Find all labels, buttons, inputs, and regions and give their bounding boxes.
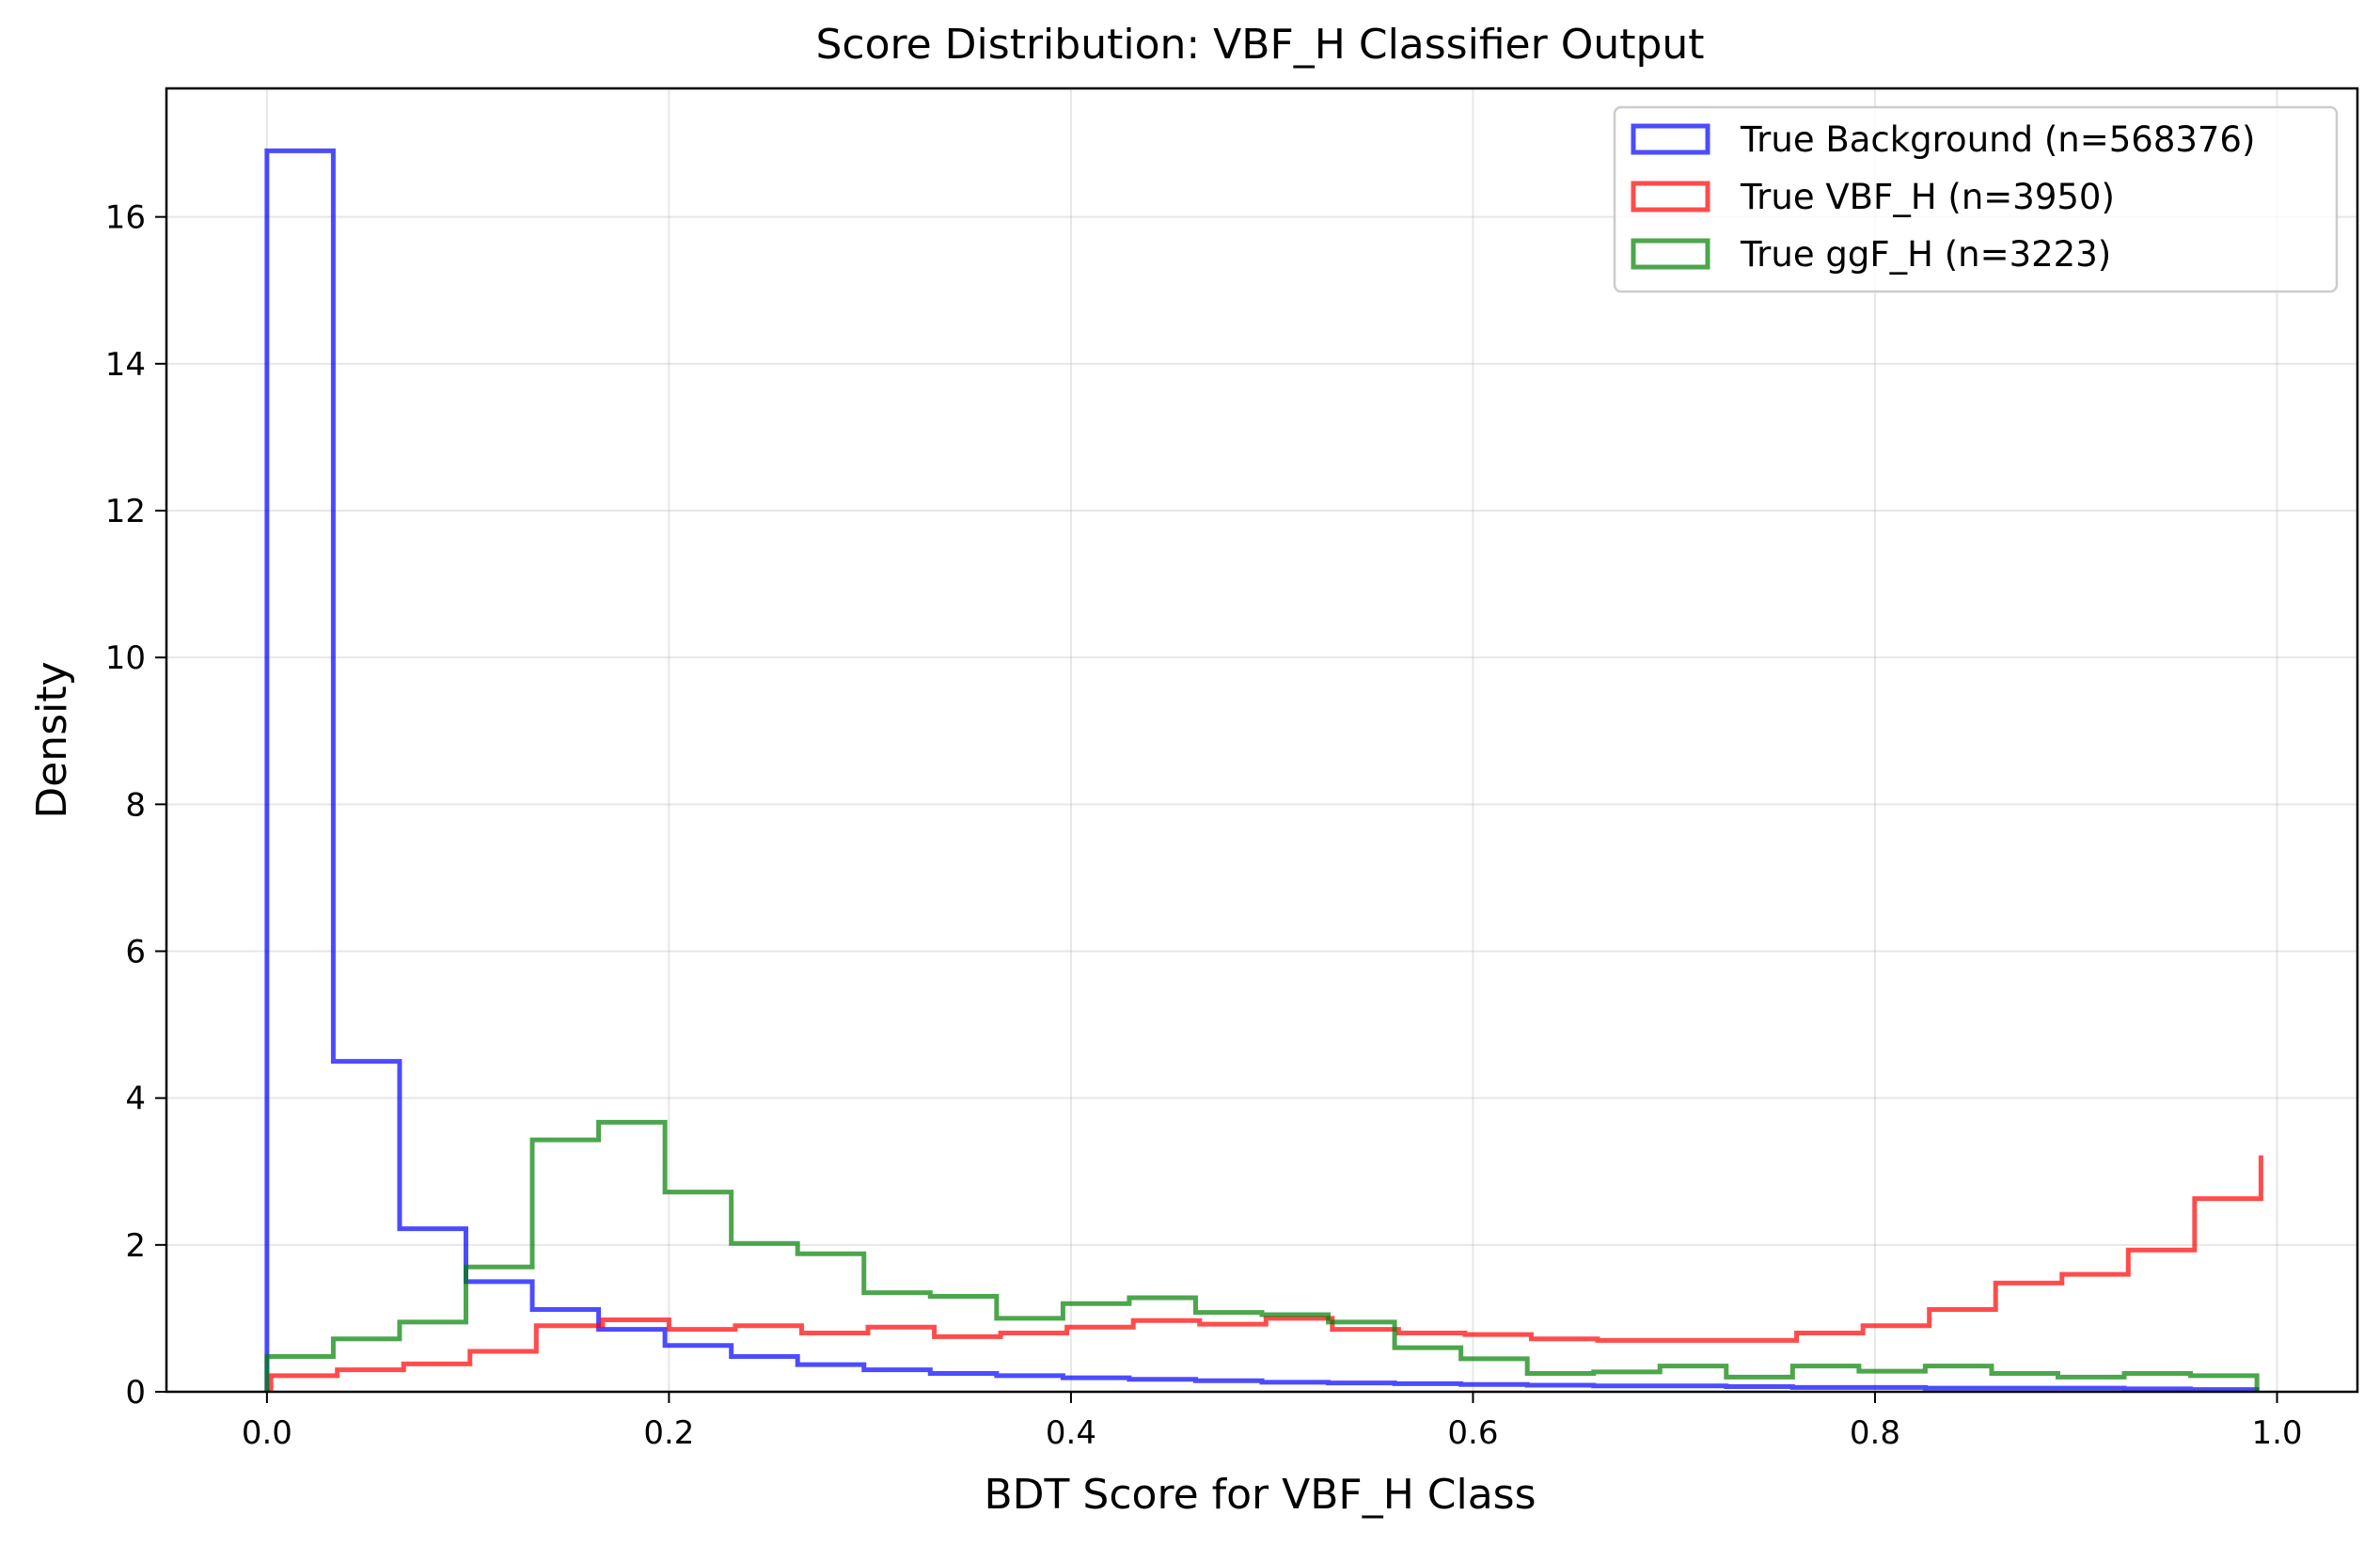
histogram-series [264,148,2263,1393]
legend-label-ggf: True ggF_H (n=3223) [1740,234,2111,275]
y-tick-label-7: 14 [105,346,146,384]
y-tick-label-1: 2 [125,1227,146,1265]
plot-area-frame [165,87,2359,1394]
legend: True Background (n=568376) True VBF_H (n… [1613,105,2339,293]
y-tick-label-4: 8 [125,786,146,824]
x-axis-ticks: 0.0 0.2 0.4 0.6 0.8 1.0 [242,1392,2303,1452]
y-tick-label-2: 4 [125,1081,146,1118]
x-tick-label-2: 0.4 [1046,1414,1096,1452]
y-axis-ticks: 0 2 4 6 8 10 12 14 16 [105,199,166,1412]
y-tick-label-3: 6 [125,933,146,970]
x-tick-label-4: 0.8 [1850,1414,1900,1452]
legend-swatch-background [1631,123,1710,155]
histogram-series-ggf [264,1119,2260,1392]
y-tick-label-8: 16 [105,199,146,237]
legend-swatch-ggf [1631,238,1710,270]
legend-label-background: True Background (n=568376) [1740,119,2255,160]
y-tick-label-5: 10 [105,639,146,677]
x-tick-label-5: 1.0 [2251,1414,2302,1452]
legend-swatch-vbf [1631,181,1710,213]
histogram-series-background [264,148,2260,1393]
x-tick-label-3: 0.6 [1447,1414,1498,1452]
x-tick-label-1: 0.2 [643,1414,694,1452]
y-axis-label: Density [28,661,76,818]
chart-title: Score Distribution: VBF_H Classifier Out… [815,21,1704,69]
x-tick-label-0: 0.0 [242,1414,292,1452]
y-tick-label-6: 12 [105,493,146,530]
legend-label-vbf: True VBF_H (n=3950) [1740,177,2115,217]
histogram-series-vbf [268,1155,2263,1392]
x-axis-label: BDT Score for VBF_H Class [984,1471,1536,1519]
y-tick-label-0: 0 [125,1374,146,1412]
legend-box [1613,105,2339,293]
